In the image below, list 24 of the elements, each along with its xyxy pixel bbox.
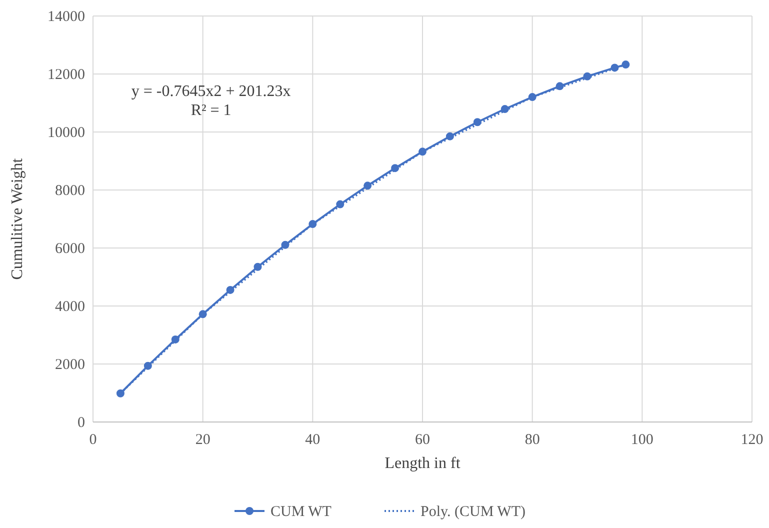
legend-label: Poly. (CUM WT) xyxy=(420,504,526,520)
y-tick-label: 14000 xyxy=(48,9,85,25)
x-tick-label: 40 xyxy=(305,432,320,448)
x-tick-label: 80 xyxy=(524,432,540,448)
y-tick-label: 0 xyxy=(78,415,85,431)
point xyxy=(500,105,509,114)
y-tick-label: 4000 xyxy=(55,299,85,315)
y-tick-label: 6000 xyxy=(55,241,85,257)
y-tick-label: 10000 xyxy=(48,125,85,141)
y-tick-label: 8000 xyxy=(55,183,85,199)
point xyxy=(622,60,630,69)
annotation: R² = 1 xyxy=(190,102,232,119)
x-tick-label: 20 xyxy=(195,432,210,448)
x-tick-label: 0 xyxy=(89,432,97,448)
x-axis-title: Length in ft xyxy=(384,455,461,472)
annotation: y = -0.7645x2 + 201.23x xyxy=(131,83,291,100)
x-tick-label: 120 xyxy=(740,432,764,448)
point xyxy=(116,389,124,398)
y-axis-title: Cumulitive Weight xyxy=(9,158,26,280)
x-tick-label: 60 xyxy=(415,432,430,448)
y-tick-label: 2000 xyxy=(55,357,85,373)
x-tick-label: 100 xyxy=(630,432,654,448)
legend-label: CUM WT xyxy=(270,504,332,520)
y-tick-label: 12000 xyxy=(48,67,85,83)
